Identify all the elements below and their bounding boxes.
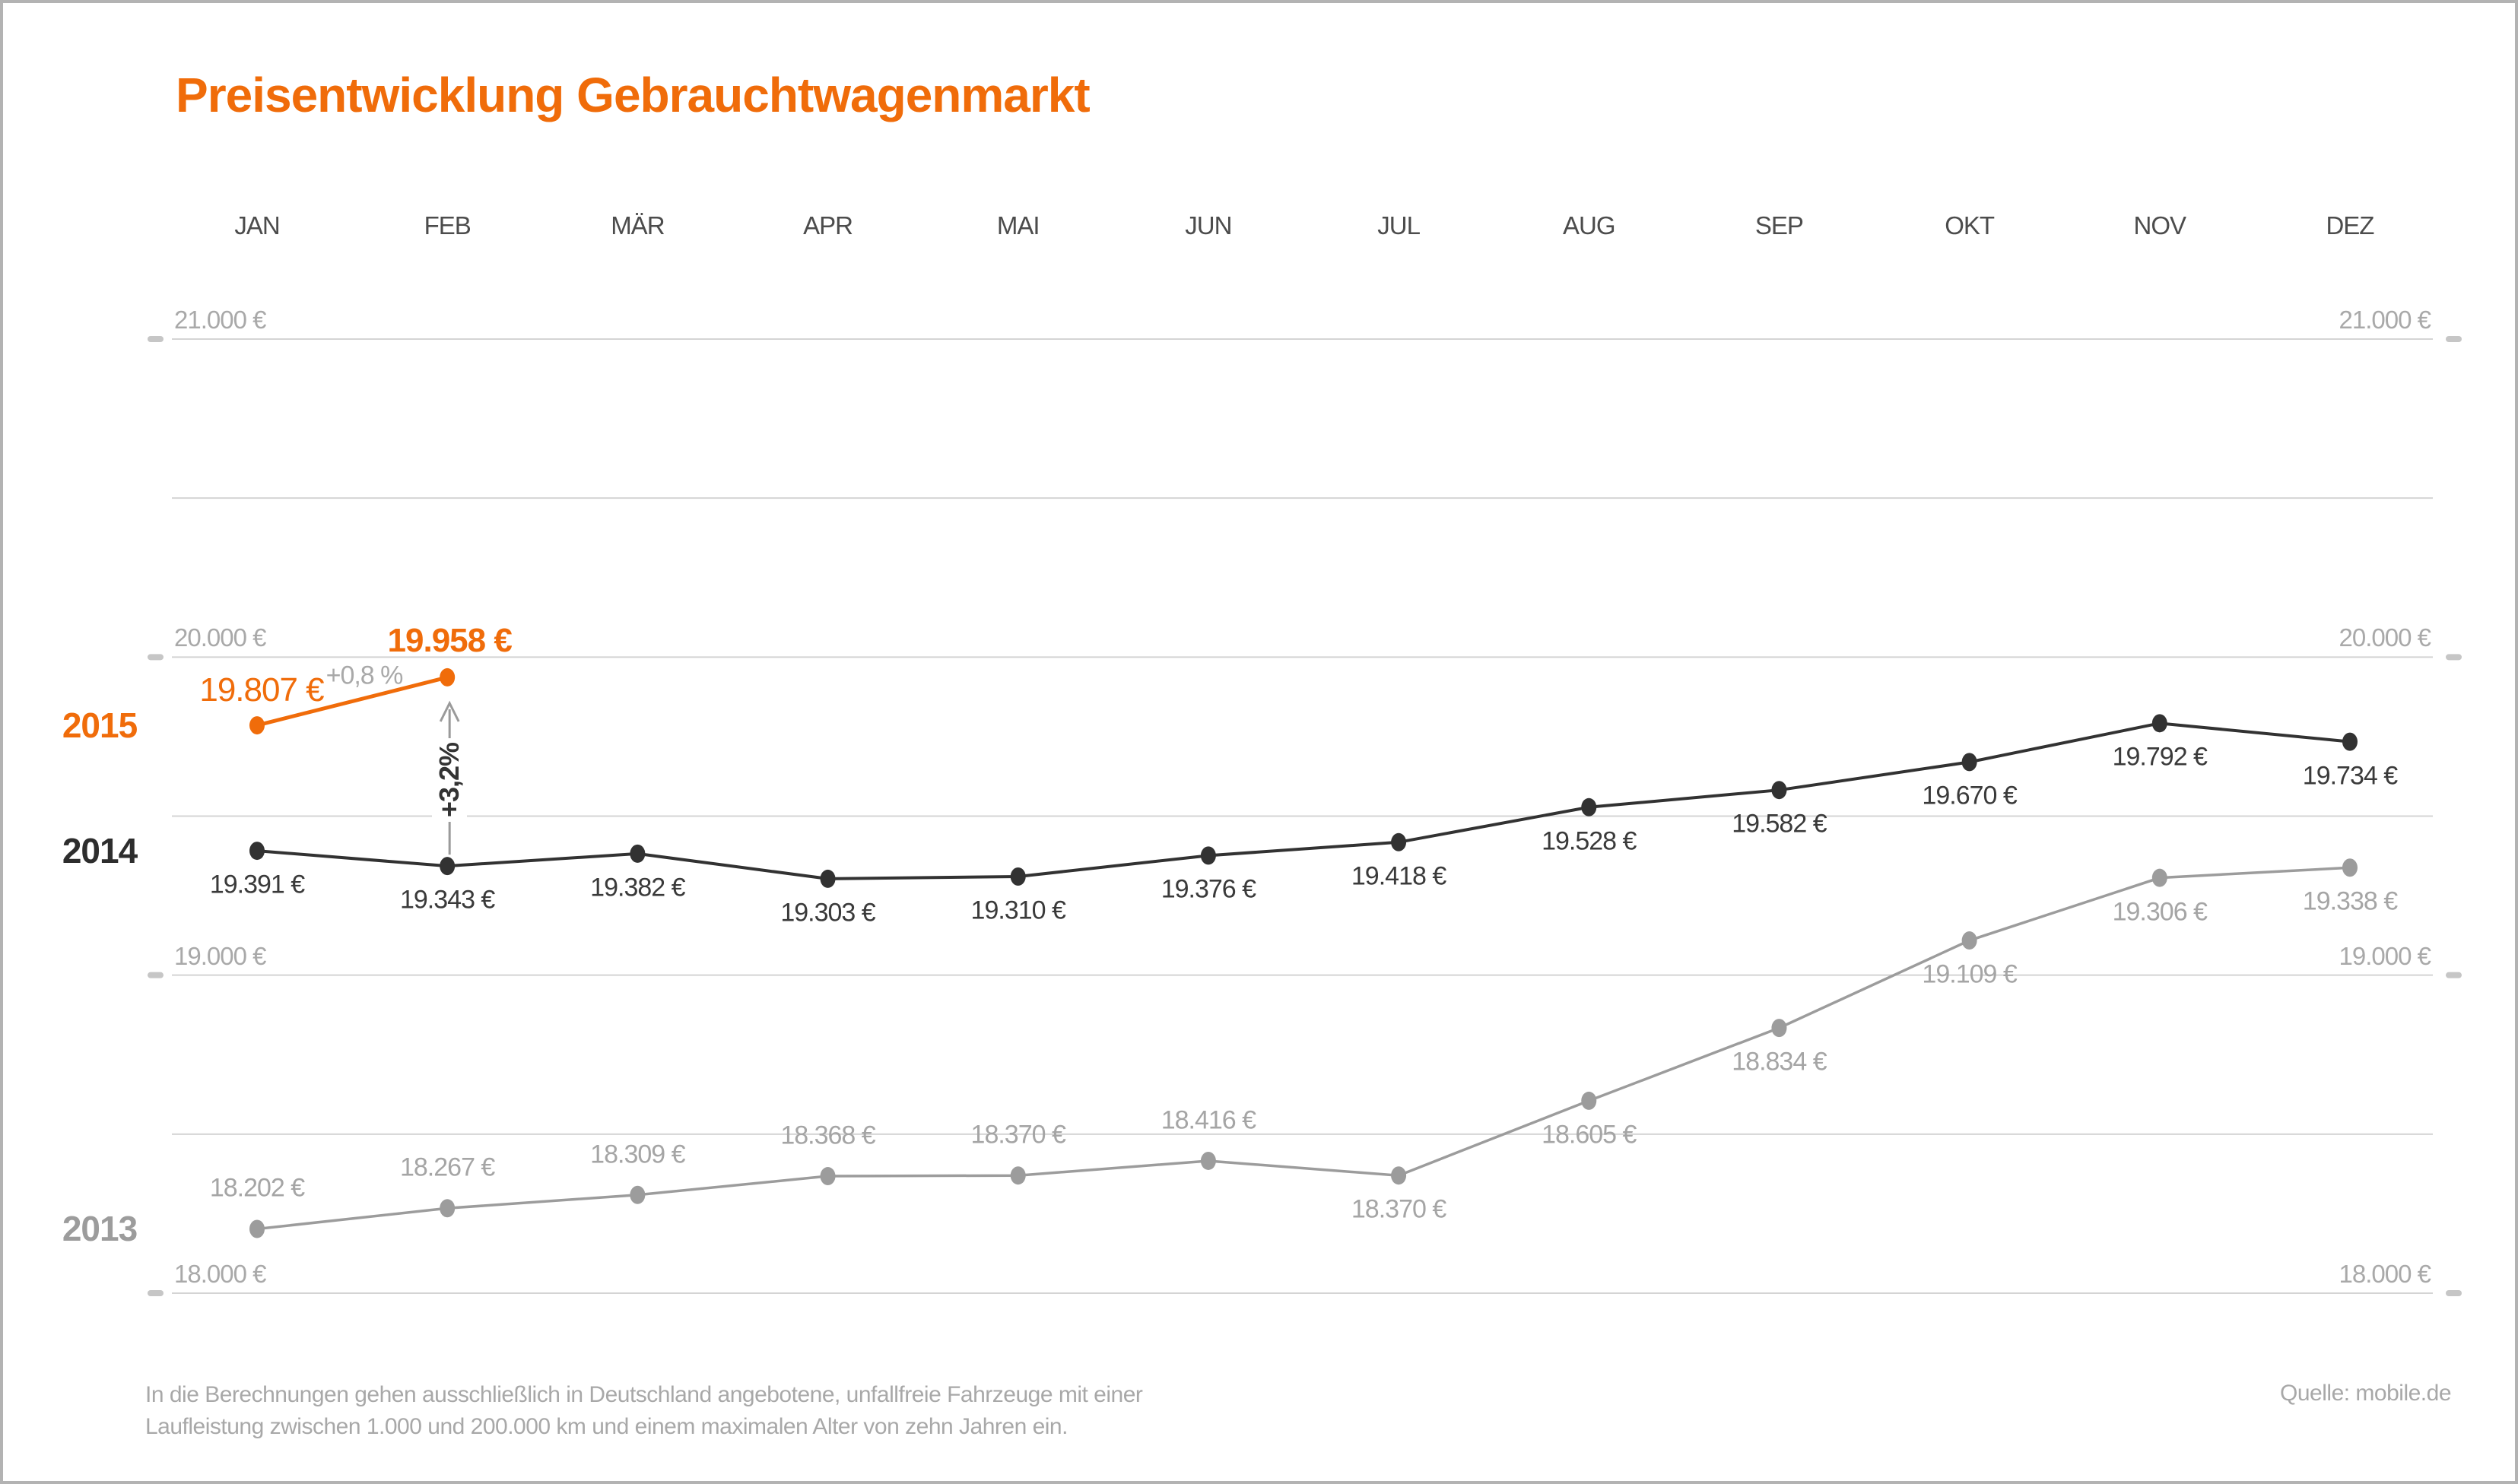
value-label-2014-feb: 19.343 € xyxy=(399,885,495,915)
point-2014-aug xyxy=(1581,797,1597,817)
y-axis-label-right-20000: 20.000 € xyxy=(2339,623,2431,652)
footnote-line-2: Laufleistung zwischen 1.000 und 200.000 … xyxy=(145,1414,1068,1439)
point-2013-apr xyxy=(820,1167,836,1186)
x-axis-label-dez: DEZ xyxy=(2326,211,2374,239)
point-2015-feb xyxy=(440,667,456,687)
x-axis-label-nov: NOV xyxy=(2133,211,2187,239)
point-2013-mai xyxy=(1010,1166,1026,1185)
x-axis-label-feb: FEB xyxy=(424,211,472,239)
point-2014-nov xyxy=(2151,714,2167,733)
x-axis-label-aug: AUG xyxy=(1562,211,1616,239)
point-2013-jul xyxy=(1391,1166,1407,1185)
y-axis-label-left-19000: 19.000 € xyxy=(174,941,266,970)
page-title: Preisentwicklung Gebrauchtwagenmarkt xyxy=(176,68,1091,122)
footnote-line-1: In die Berechnungen gehen ausschließlich… xyxy=(145,1382,1143,1407)
line-2013 xyxy=(256,866,2351,1231)
point-2013-jun xyxy=(1200,1151,1216,1170)
value-label-2014-m-r: 19.382 € xyxy=(590,873,685,902)
value-label-2014-mai: 19.310 € xyxy=(970,896,1066,925)
value-label-2013-jan: 18.202 € xyxy=(209,1173,305,1203)
annotation-plus-3-2-percent: +3,2% xyxy=(432,737,468,823)
value-label-2013-mai: 18.370 € xyxy=(970,1120,1066,1149)
source-credit: Quelle: mobile.de xyxy=(2280,1381,2451,1406)
value-label-2014-jun: 19.376 € xyxy=(1161,874,1256,904)
value-label-2014-jan: 19.391 € xyxy=(209,870,305,899)
point-2014-mai xyxy=(1010,867,1026,886)
x-axis-label-apr: APR xyxy=(803,211,853,239)
value-label-2013-okt: 19.109 € xyxy=(1922,959,2017,989)
point-2014-m-r xyxy=(630,844,646,863)
point-2014-dez xyxy=(2342,732,2358,751)
point-2013-dez xyxy=(2342,858,2358,877)
annotation-plus-0-8-percent: +0,8 % xyxy=(325,661,404,690)
point-2014-okt xyxy=(1961,753,1977,772)
value-label-2014-jul: 19.418 € xyxy=(1351,861,1446,891)
price-trend-chart xyxy=(148,336,2462,1296)
value-label-2015-feb: 19.958 € xyxy=(387,621,513,659)
point-2014-jun xyxy=(1200,846,1216,865)
line-2015 xyxy=(256,675,448,728)
axis-tick-left-19000 xyxy=(148,972,164,978)
value-label-2013-m-r: 18.309 € xyxy=(590,1140,685,1169)
value-label-2015-jan: 19.807 € xyxy=(199,671,324,709)
y-axis-label-left-21000: 21.000 € xyxy=(174,306,266,334)
axis-tick-right-21000 xyxy=(2446,336,2462,342)
value-label-2014-sep: 19.582 € xyxy=(1732,809,1827,839)
line-2014 xyxy=(256,721,2351,880)
axis-tick-left-20000 xyxy=(148,654,164,661)
x-axis-label-m-r: MÄR xyxy=(611,211,665,239)
point-2014-feb xyxy=(440,857,456,876)
value-label-2013-feb: 18.267 € xyxy=(399,1153,495,1182)
y-axis-label-right-18000: 18.000 € xyxy=(2339,1259,2431,1288)
y-axis-label-right-21000: 21.000 € xyxy=(2339,306,2431,334)
x-axis-label-jan: JAN xyxy=(234,211,280,239)
value-label-2014-apr: 19.303 € xyxy=(780,898,875,928)
point-2013-aug xyxy=(1581,1091,1597,1110)
value-label-2013-nov: 19.306 € xyxy=(2112,897,2208,927)
x-axis-label-mai: MAI xyxy=(996,211,1040,239)
point-2013-nov xyxy=(2151,868,2167,887)
x-axis-label-jul: JUL xyxy=(1377,211,1421,239)
axis-tick-left-18000 xyxy=(148,1289,164,1296)
value-label-2013-jun: 18.416 € xyxy=(1161,1105,1256,1135)
value-label-2014-nov: 19.792 € xyxy=(2112,742,2208,772)
value-label-2014-dez: 19.734 € xyxy=(2302,761,2398,791)
axis-tick-right-19000 xyxy=(2446,972,2462,978)
point-2013-okt xyxy=(1961,931,1977,950)
year-label-2014: 2014 xyxy=(62,831,138,871)
axis-tick-right-20000 xyxy=(2446,654,2462,661)
value-label-2013-sep: 18.834 € xyxy=(1732,1047,1827,1077)
point-2014-jul xyxy=(1391,832,1407,851)
value-label-2013-jul: 18.370 € xyxy=(1351,1194,1446,1224)
arrow-up-icon xyxy=(439,700,460,722)
x-axis-label-sep: SEP xyxy=(1754,211,1804,239)
point-2013-jan xyxy=(249,1219,265,1238)
axis-tick-right-18000 xyxy=(2446,1289,2462,1296)
point-2013-feb xyxy=(440,1199,456,1218)
point-2015-jan xyxy=(249,716,265,735)
value-label-2013-dez: 19.338 € xyxy=(2302,886,2398,916)
axis-tick-left-21000 xyxy=(148,336,164,342)
y-axis-label-left-18000: 18.000 € xyxy=(174,1259,266,1288)
x-axis-label-jun: JUN xyxy=(1185,211,1232,239)
value-label-2013-apr: 18.368 € xyxy=(780,1121,875,1150)
value-label-2014-okt: 19.670 € xyxy=(1922,781,2017,810)
point-2014-sep xyxy=(1771,781,1787,800)
point-2014-jan xyxy=(249,842,265,861)
point-2014-apr xyxy=(820,869,836,888)
y-axis-label-left-20000: 20.000 € xyxy=(174,623,266,652)
value-label-2013-aug: 18.605 € xyxy=(1542,1120,1637,1149)
year-label-2013: 2013 xyxy=(62,1209,138,1249)
footnote: In die Berechnungen gehen ausschließlich… xyxy=(145,1379,1143,1443)
y-axis-label-right-19000: 19.000 € xyxy=(2339,941,2431,970)
point-2013-sep xyxy=(1771,1019,1787,1038)
x-axis-label-okt: OKT xyxy=(1945,211,1995,239)
year-label-2015: 2015 xyxy=(62,706,138,746)
point-2013-m-r xyxy=(630,1185,646,1204)
value-label-2014-aug: 19.528 € xyxy=(1542,826,1637,856)
